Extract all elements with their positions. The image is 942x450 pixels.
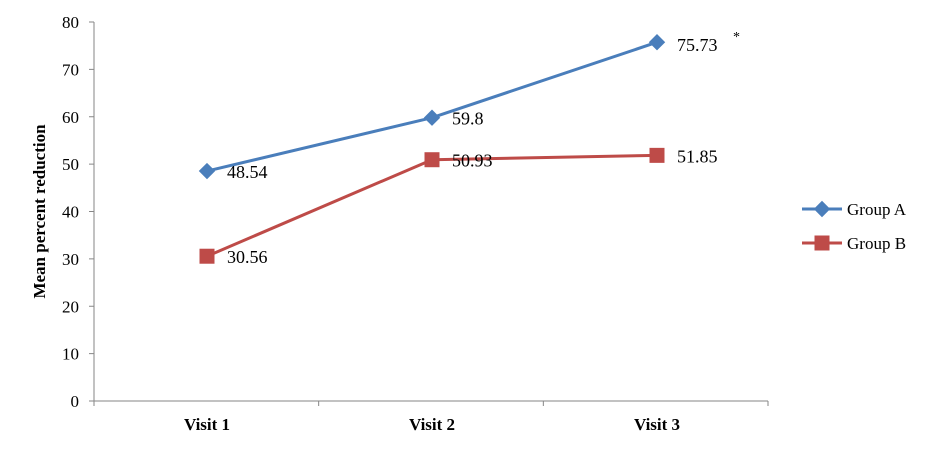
data-label: 48.54 bbox=[227, 162, 268, 182]
legend-marker bbox=[814, 235, 830, 251]
legend-item: Group A bbox=[802, 200, 907, 219]
x-tick-label: Visit 1 bbox=[184, 415, 230, 434]
y-tick-label: 80 bbox=[62, 13, 79, 32]
y-tick-label: 60 bbox=[62, 108, 79, 127]
axes: 0 10 20 30 40 50 60 70 80 Visit 1 Visit 2 Visit 3 bbox=[62, 13, 769, 434]
data-point-marker bbox=[199, 248, 215, 264]
data-label: 59.8 bbox=[452, 109, 484, 129]
data-label: 50.93 bbox=[452, 151, 493, 171]
y-tick-label: 0 bbox=[71, 392, 80, 411]
x-tick-label: Visit 2 bbox=[409, 415, 455, 434]
x-tick-label: Visit 3 bbox=[634, 415, 680, 434]
y-tick-label: 70 bbox=[62, 60, 79, 79]
significance-marker: * bbox=[733, 30, 740, 45]
legend-label: Group A bbox=[847, 200, 907, 219]
data-point-marker bbox=[648, 34, 666, 51]
data-point-marker bbox=[423, 109, 441, 126]
series-line-group-b bbox=[206, 153, 658, 258]
y-tick-label: 10 bbox=[62, 345, 79, 364]
y-axis-title: Mean percent reduction bbox=[30, 124, 49, 299]
legend-label: Group B bbox=[847, 234, 906, 253]
data-label: 30.56 bbox=[227, 247, 268, 267]
series-layer bbox=[198, 34, 666, 264]
legend: Group A Group B bbox=[802, 200, 907, 253]
y-tick-label: 40 bbox=[62, 203, 79, 222]
y-tick-label: 50 bbox=[62, 155, 79, 174]
y-tick-label: 30 bbox=[62, 250, 79, 269]
data-point-marker bbox=[424, 152, 440, 168]
y-tick-label: 20 bbox=[62, 297, 79, 316]
legend-item: Group B bbox=[802, 234, 906, 253]
data-label: 51.85 bbox=[677, 146, 718, 166]
data-point-marker bbox=[649, 147, 665, 163]
legend-marker bbox=[813, 200, 831, 218]
data-labels: 48.54 59.8 75.73 30.56 50.93 51.85 * bbox=[227, 30, 740, 267]
series-line-group-a bbox=[206, 40, 658, 173]
data-label: 75.73 bbox=[677, 35, 718, 55]
data-point-marker bbox=[198, 162, 216, 180]
